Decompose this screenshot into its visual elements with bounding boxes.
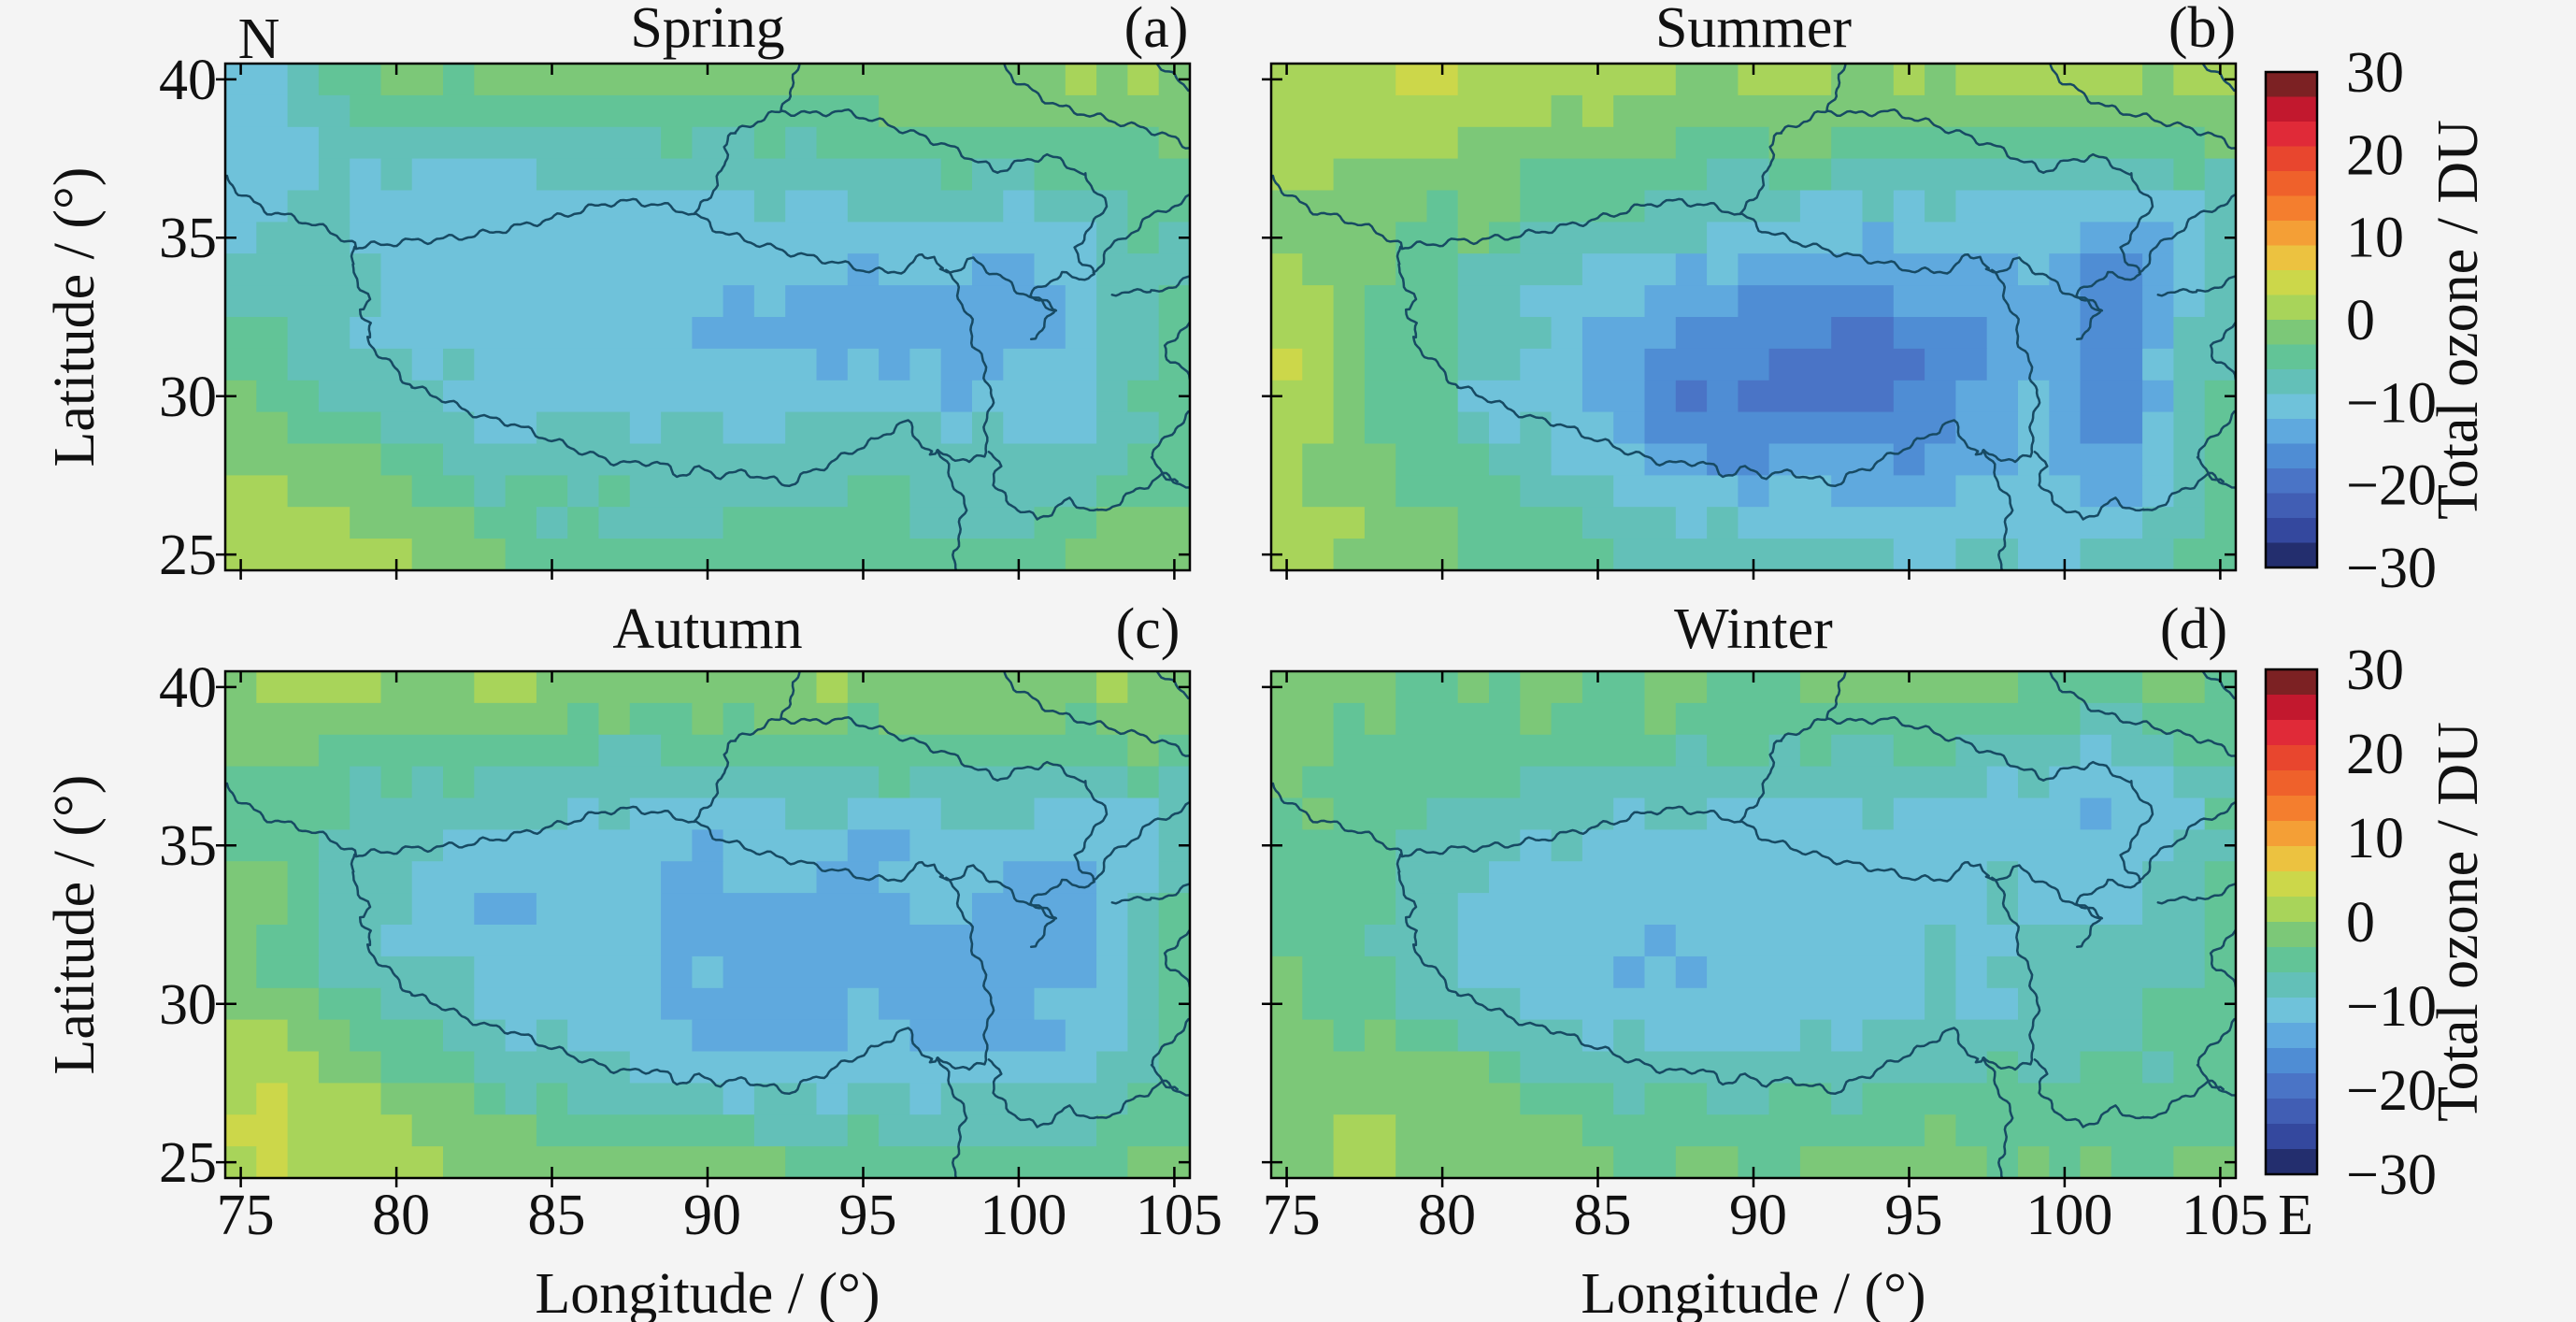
svg-text:Longitude / (°): Longitude / (°) (535, 1262, 880, 1322)
svg-text:Total ozone / DU: Total ozone / DU (2426, 120, 2490, 520)
svg-text:Winter: Winter (1674, 597, 1833, 661)
svg-text:85: 85 (528, 1184, 586, 1247)
svg-text:75: 75 (1263, 1184, 1321, 1247)
svg-text:(c): (c) (1116, 597, 1181, 661)
svg-text:(d): (d) (2160, 597, 2227, 661)
svg-text:80: 80 (1418, 1184, 1476, 1247)
svg-text:10: 10 (2346, 807, 2404, 870)
svg-text:75: 75 (217, 1184, 275, 1247)
svg-text:25: 25 (159, 524, 217, 587)
svg-text:E: E (2278, 1184, 2313, 1247)
svg-text:100: 100 (2025, 1184, 2112, 1247)
svg-text:30: 30 (2346, 639, 2404, 702)
svg-text:30: 30 (159, 973, 217, 1037)
svg-text:(a): (a) (1124, 0, 1189, 60)
svg-text:Latitude / (°): Latitude / (°) (43, 167, 107, 467)
svg-text:40: 40 (159, 656, 217, 720)
svg-text:95: 95 (839, 1184, 897, 1247)
svg-text:0: 0 (2346, 891, 2375, 955)
svg-text:85: 85 (1574, 1184, 1632, 1247)
svg-text:Longitude / (°): Longitude / (°) (1581, 1262, 1925, 1322)
svg-text:N: N (238, 7, 280, 71)
svg-text:40: 40 (159, 49, 217, 112)
svg-text:−20: −20 (2346, 1059, 2437, 1123)
svg-text:90: 90 (683, 1184, 741, 1247)
svg-text:80: 80 (372, 1184, 430, 1247)
svg-text:(b): (b) (2168, 0, 2236, 60)
svg-text:Latitude / (°): Latitude / (°) (43, 775, 107, 1075)
svg-text:20: 20 (2346, 723, 2404, 786)
svg-text:35: 35 (159, 207, 217, 270)
svg-text:Summer: Summer (1655, 0, 1852, 60)
svg-text:105: 105 (1136, 1184, 1223, 1247)
svg-text:10: 10 (2346, 207, 2404, 270)
svg-text:30: 30 (159, 366, 217, 429)
svg-text:Spring: Spring (630, 0, 784, 60)
svg-text:−30: −30 (2346, 1143, 2437, 1207)
svg-text:−10: −10 (2346, 975, 2437, 1039)
svg-text:20: 20 (2346, 123, 2404, 187)
svg-text:−20: −20 (2346, 454, 2437, 518)
svg-text:Total ozone / DU: Total ozone / DU (2426, 722, 2490, 1122)
svg-text:105: 105 (2182, 1184, 2268, 1247)
svg-text:90: 90 (1729, 1184, 1787, 1247)
svg-text:35: 35 (159, 814, 217, 878)
svg-text:−30: −30 (2346, 537, 2437, 600)
svg-text:95: 95 (1885, 1184, 1943, 1247)
svg-text:25: 25 (159, 1131, 217, 1195)
svg-text:30: 30 (2346, 41, 2404, 105)
svg-text:−10: −10 (2346, 371, 2437, 435)
svg-text:0: 0 (2346, 289, 2375, 352)
svg-text:100: 100 (980, 1184, 1066, 1247)
svg-text:Autumn: Autumn (612, 597, 802, 661)
